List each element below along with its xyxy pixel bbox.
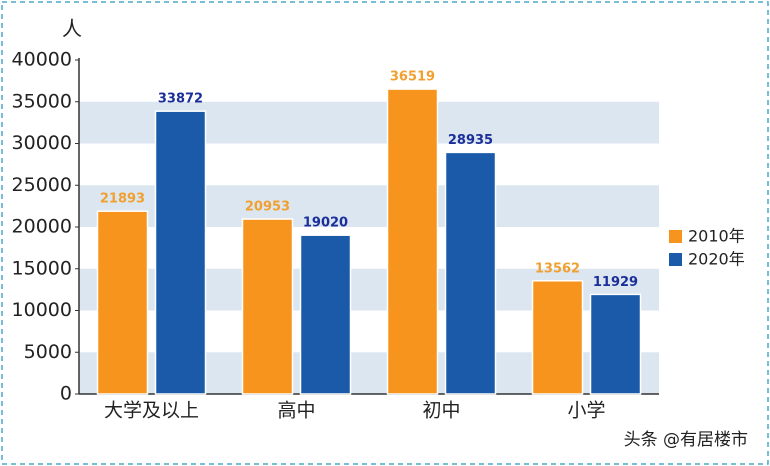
- value-label: 28935: [448, 133, 493, 148]
- y-tick-label: 15000: [12, 257, 72, 279]
- value-label: 33872: [158, 92, 203, 107]
- x-tick-label: 小学: [567, 400, 605, 422]
- y-tick-label: 40000: [12, 49, 72, 71]
- bar: [531, 280, 584, 395]
- value-label: 11929: [593, 275, 638, 290]
- value-label: 13562: [535, 261, 580, 276]
- legend-label: 2010年: [688, 227, 745, 246]
- y-tick-label: 30000: [12, 132, 72, 154]
- value-label: 21893: [100, 192, 145, 207]
- watermark: 头条 @有居楼市: [624, 430, 748, 450]
- value-label: 36519: [390, 70, 435, 85]
- y-tick-label: 0: [60, 383, 72, 405]
- bar: [444, 151, 497, 395]
- value-label: 19020: [303, 216, 348, 231]
- legend-swatch: [669, 253, 682, 266]
- bar: [241, 218, 294, 395]
- bar: [589, 293, 642, 395]
- legend-label: 2020年: [688, 250, 745, 269]
- bar: [154, 110, 207, 395]
- bar: [96, 210, 149, 395]
- y-tick-label: 5000: [24, 341, 72, 363]
- y-tick-label: 20000: [12, 216, 72, 238]
- y-axis-label: 人: [62, 17, 82, 41]
- x-tick-label: 高中: [277, 400, 315, 422]
- y-tick-label: 25000: [12, 174, 72, 196]
- bar: [386, 88, 439, 395]
- y-tick-label: 10000: [12, 299, 72, 321]
- legend-swatch: [669, 230, 682, 243]
- x-tick-label: 大学及以上: [104, 400, 199, 422]
- bar: [299, 234, 352, 395]
- y-tick-label: 35000: [12, 90, 72, 112]
- x-tick-label: 初中: [422, 400, 460, 422]
- value-label: 20953: [245, 200, 290, 215]
